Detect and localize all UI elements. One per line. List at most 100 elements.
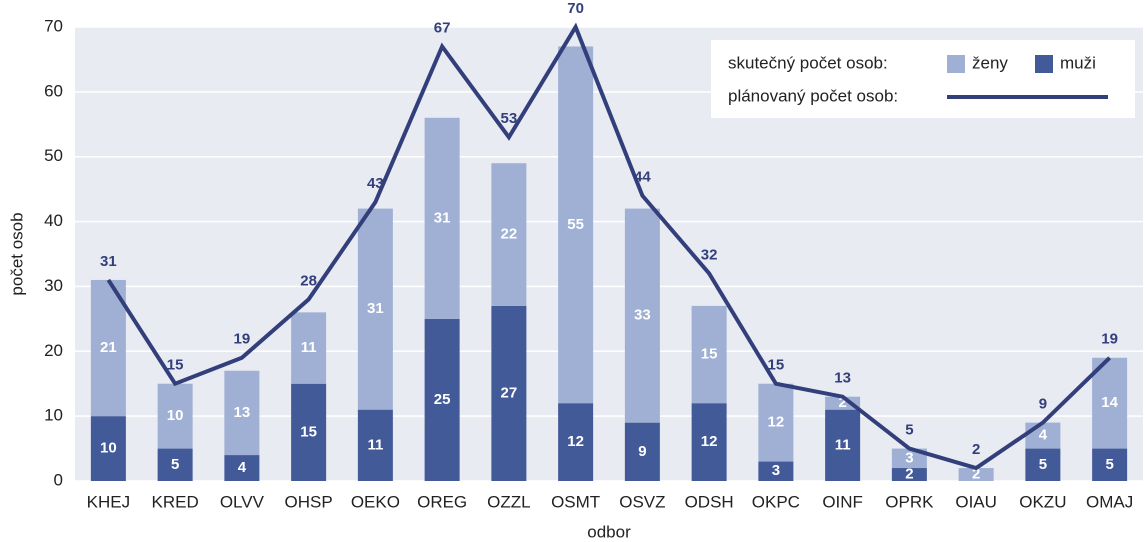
bar-value-label: 11 <box>301 339 317 356</box>
x-tick-label: OKPC <box>752 492 800 511</box>
x-axis-label: odbor <box>587 522 631 541</box>
bar-segment <box>1025 422 1061 449</box>
x-tick-label: OMAJ <box>1086 492 1133 511</box>
line-value-label: 43 <box>367 175 384 192</box>
bar-value-label: 2 <box>972 465 980 482</box>
line-value-label: 44 <box>634 169 651 186</box>
x-tick-label: OKZU <box>1019 492 1066 511</box>
bar-segment <box>424 318 460 481</box>
bar-value-label: 55 <box>567 216 584 233</box>
bar-value-label: 5 <box>171 456 179 473</box>
bar-value-label: 4 <box>238 459 247 476</box>
bar-value-label: 5 <box>1039 456 1047 473</box>
line-value-label: 53 <box>501 110 518 127</box>
bar-value-label: 3 <box>772 462 780 479</box>
bar-segment <box>758 383 794 462</box>
legend-swatch <box>947 55 965 73</box>
bar-value-label: 2 <box>838 394 846 411</box>
line-value-label: 9 <box>1039 396 1047 413</box>
y-tick-label: 40 <box>44 211 63 230</box>
bar-segment <box>624 422 660 481</box>
bar-segment <box>90 279 126 417</box>
bar-value-label: 13 <box>234 404 251 421</box>
line-value-label: 28 <box>300 272 317 289</box>
x-tick-label: KRED <box>152 492 199 511</box>
bar-segment <box>157 383 193 449</box>
legend-box <box>711 40 1135 118</box>
bar-value-label: 5 <box>1105 456 1113 473</box>
bar-segment <box>825 409 861 481</box>
line-value-label: 32 <box>701 246 718 263</box>
x-tick-label: OSMT <box>551 492 600 511</box>
bar-value-label: 11 <box>367 436 383 453</box>
bar-segment <box>558 403 594 481</box>
y-tick-label: 60 <box>44 81 63 100</box>
y-tick-label: 50 <box>44 146 63 165</box>
bar-segment <box>357 409 393 481</box>
legend-label: plánovaný počet osob: <box>728 86 898 105</box>
x-tick-label: ODSH <box>685 492 734 511</box>
bar-value-label: 15 <box>300 423 317 440</box>
bar-segment <box>291 383 327 481</box>
y-tick-label: 20 <box>44 341 63 360</box>
bar-value-label: 25 <box>434 391 451 408</box>
bar-segment <box>891 468 927 481</box>
y-axis-label: počet osob <box>7 212 26 295</box>
bar-segment <box>90 416 126 481</box>
line <box>106 22 1112 471</box>
x-tick-label: OEKO <box>351 492 400 511</box>
line-value-label: 2 <box>972 441 980 458</box>
bar-value-label: 10 <box>167 407 184 424</box>
x-tick-label: OSVZ <box>619 492 665 511</box>
bar-value-label: 9 <box>638 443 646 460</box>
bar-value-label: 21 <box>100 339 117 356</box>
bar-value-label: 27 <box>501 384 518 401</box>
bar-segment <box>491 305 527 481</box>
bar-value-label: 15 <box>701 345 718 362</box>
x-tick-label: OPRK <box>885 492 934 511</box>
line-value-label: 13 <box>834 370 851 387</box>
bar-segment <box>1092 357 1128 449</box>
line-value-label: 15 <box>167 357 184 374</box>
y-tick-label: 0 <box>54 470 63 489</box>
line-value-label: 70 <box>567 0 584 17</box>
y-tick-label: 30 <box>44 276 63 295</box>
bar-segment <box>224 455 260 481</box>
bar-value-label: 2 <box>905 465 913 482</box>
bar-value-label: 12 <box>701 433 718 450</box>
bar-segment <box>691 305 727 404</box>
bar-segment <box>357 208 393 410</box>
bar-segment <box>624 208 660 423</box>
bar-segment <box>224 370 260 456</box>
bar-segment <box>558 46 594 404</box>
line-value-label: 67 <box>434 19 451 36</box>
x-tick-label: OREG <box>417 492 467 511</box>
bar-value-label: 14 <box>1101 394 1118 411</box>
bar-segment <box>691 403 727 481</box>
bar-value-label: 22 <box>501 226 518 243</box>
bar-segment <box>1092 448 1128 481</box>
legend-label: ženy <box>972 53 1008 72</box>
bar-value-label: 12 <box>567 433 584 450</box>
x-tick-label: KHEJ <box>87 492 130 511</box>
line-value-label: 5 <box>905 422 913 439</box>
y-tick-label: 10 <box>44 406 63 425</box>
bar-segment <box>291 312 327 384</box>
legend-swatch <box>1035 55 1053 73</box>
bar-value-label: 12 <box>768 414 785 431</box>
line-value-label: 19 <box>234 331 251 348</box>
x-tick-label: OHSP <box>285 492 333 511</box>
bar-segment <box>157 448 193 481</box>
x-tick-label: OIAU <box>955 492 997 511</box>
bar-segment <box>825 396 861 410</box>
bar-value-label: 31 <box>367 300 384 317</box>
bar-segment <box>1025 448 1061 481</box>
bar-value-label: 11 <box>835 436 851 453</box>
bar-segment <box>491 163 527 306</box>
bar-segment <box>891 448 927 469</box>
bar-segment <box>424 117 460 319</box>
bar-value-label: 4 <box>1039 427 1048 444</box>
bar-segment <box>958 468 994 481</box>
